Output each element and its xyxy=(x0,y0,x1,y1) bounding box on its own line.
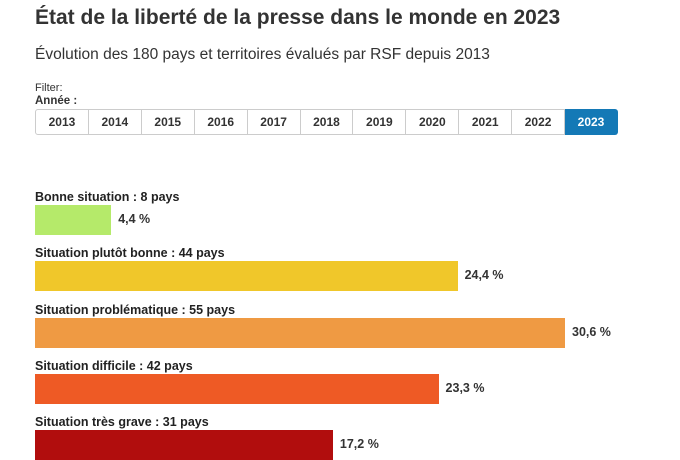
year-tab-2019[interactable]: 2019 xyxy=(353,109,407,135)
year-tab-2018[interactable]: 2018 xyxy=(300,109,354,135)
year-tab-2017[interactable]: 2017 xyxy=(247,109,301,135)
year-filter-tabs: 2013 2014 2015 2016 2017 2018 2019 2020 2021 2022… xyxy=(35,109,618,135)
year-tab-2013[interactable]: 2013 xyxy=(35,109,89,135)
bar[interactable] xyxy=(35,373,439,404)
bar-label: Situation plutôt bonne : 44 pays xyxy=(35,246,225,261)
year-tab-2016[interactable]: 2016 xyxy=(194,109,248,135)
bar-value-label: 30,6 % xyxy=(572,324,611,339)
year-tab-2020[interactable]: 2020 xyxy=(406,109,460,135)
bar-value-label: 4,4 % xyxy=(118,212,151,226)
bar[interactable] xyxy=(35,317,565,348)
chart-title: État de la liberté de la presse dans le … xyxy=(35,6,561,29)
year-tab-2023[interactable]: 2023 xyxy=(565,109,618,135)
filter-name: Année : xyxy=(35,95,78,107)
bar-value-label: 23,3 % xyxy=(445,380,485,395)
year-tab-2021[interactable]: 2021 xyxy=(459,109,513,135)
bar[interactable] xyxy=(35,430,333,460)
bar-label: Situation très grave : 31 pays xyxy=(35,415,209,430)
bar-value-label: 24,4 % xyxy=(464,268,504,283)
bar-label: Situation problématique : 55 pays xyxy=(35,302,236,317)
bar-chart: Bonne situation : 8 pays 4,4 % Situation p… xyxy=(35,190,611,460)
year-tab-2022[interactable]: 2022 xyxy=(512,109,566,135)
bar-value-label: 17,2 % xyxy=(339,437,379,452)
bar-label: Bonne situation : 8 pays xyxy=(35,190,180,204)
bar[interactable] xyxy=(35,261,458,292)
chart-subtitle: Évolution des 180 pays et territoires év… xyxy=(35,46,490,63)
year-tab-2014[interactable]: 2014 xyxy=(88,109,142,135)
filter-label: Filter: xyxy=(35,82,63,94)
bar-label: Situation difficile : 42 pays xyxy=(35,358,193,373)
year-tab-2015[interactable]: 2015 xyxy=(141,109,195,135)
bar[interactable] xyxy=(35,205,112,235)
